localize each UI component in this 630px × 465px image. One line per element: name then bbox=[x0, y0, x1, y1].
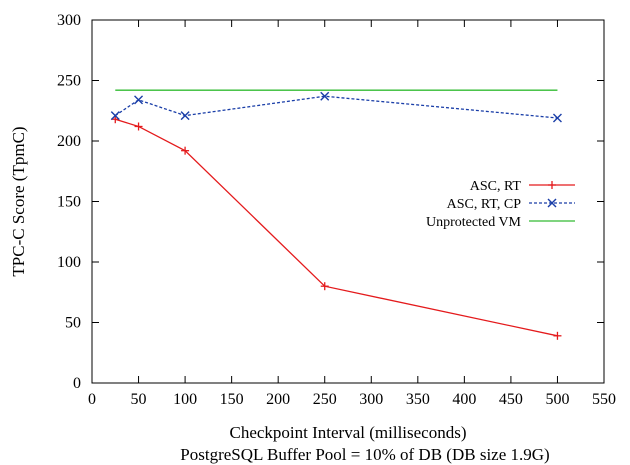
y-tick-label: 200 bbox=[57, 133, 81, 150]
x-tick-label: 200 bbox=[266, 391, 290, 408]
x-tick-label: 500 bbox=[545, 391, 569, 408]
y-tick-label: 250 bbox=[57, 73, 81, 90]
x-tick-label: 250 bbox=[313, 391, 337, 408]
legend-marker bbox=[547, 198, 557, 208]
legend-entry: Unprotected VM bbox=[426, 215, 575, 230]
series-layer bbox=[110, 89, 562, 340]
data-point bbox=[180, 111, 190, 121]
data-point bbox=[320, 91, 330, 101]
y-tick-label: 100 bbox=[57, 254, 81, 271]
series-1 bbox=[111, 115, 562, 340]
x-axis-label: Checkpoint Interval (milliseconds) bbox=[230, 423, 467, 442]
legend: ASC, RT ASC, RT, CP Unprotected VM bbox=[426, 179, 575, 230]
data-point bbox=[134, 95, 144, 105]
x-tick-label: 50 bbox=[131, 391, 147, 408]
y-tick-label: 300 bbox=[57, 12, 81, 29]
y-tick-label: 0 bbox=[73, 375, 81, 392]
chart-subtitle: PostgreSQL Buffer Pool = 10% of DB (DB s… bbox=[180, 445, 549, 464]
x-tick-label: 400 bbox=[452, 391, 476, 408]
x-tick-label: 350 bbox=[406, 391, 430, 408]
legend-entry: ASC, RT bbox=[470, 179, 575, 194]
x-tick-label: 150 bbox=[220, 391, 244, 408]
y-tick-label: 50 bbox=[65, 315, 81, 332]
data-point bbox=[552, 113, 562, 123]
legend-label: Unprotected VM bbox=[426, 215, 522, 230]
x-tick-label: 100 bbox=[173, 391, 197, 408]
data-point bbox=[110, 111, 120, 121]
series-line bbox=[114, 95, 558, 119]
legend-label: ASC, RT bbox=[470, 179, 522, 194]
y-tick-label: 150 bbox=[57, 194, 81, 211]
legend-entry: ASC, RT, CP bbox=[447, 197, 575, 212]
x-tick-label: 550 bbox=[592, 391, 616, 408]
x-tick-label: 450 bbox=[499, 391, 523, 408]
legend-label: ASC, RT, CP bbox=[447, 197, 522, 212]
y-axis-label: TPC-C Score (TpmC) bbox=[9, 126, 28, 276]
x-tick-label: 300 bbox=[359, 391, 383, 408]
series-2 bbox=[110, 91, 562, 123]
axis-ticks: 0 50 100 150 200 250 300 350 400 450 500 550 0 50 100 1… bbox=[57, 12, 616, 408]
x-tick-label: 0 bbox=[88, 391, 96, 408]
plot-frame bbox=[91, 19, 605, 384]
